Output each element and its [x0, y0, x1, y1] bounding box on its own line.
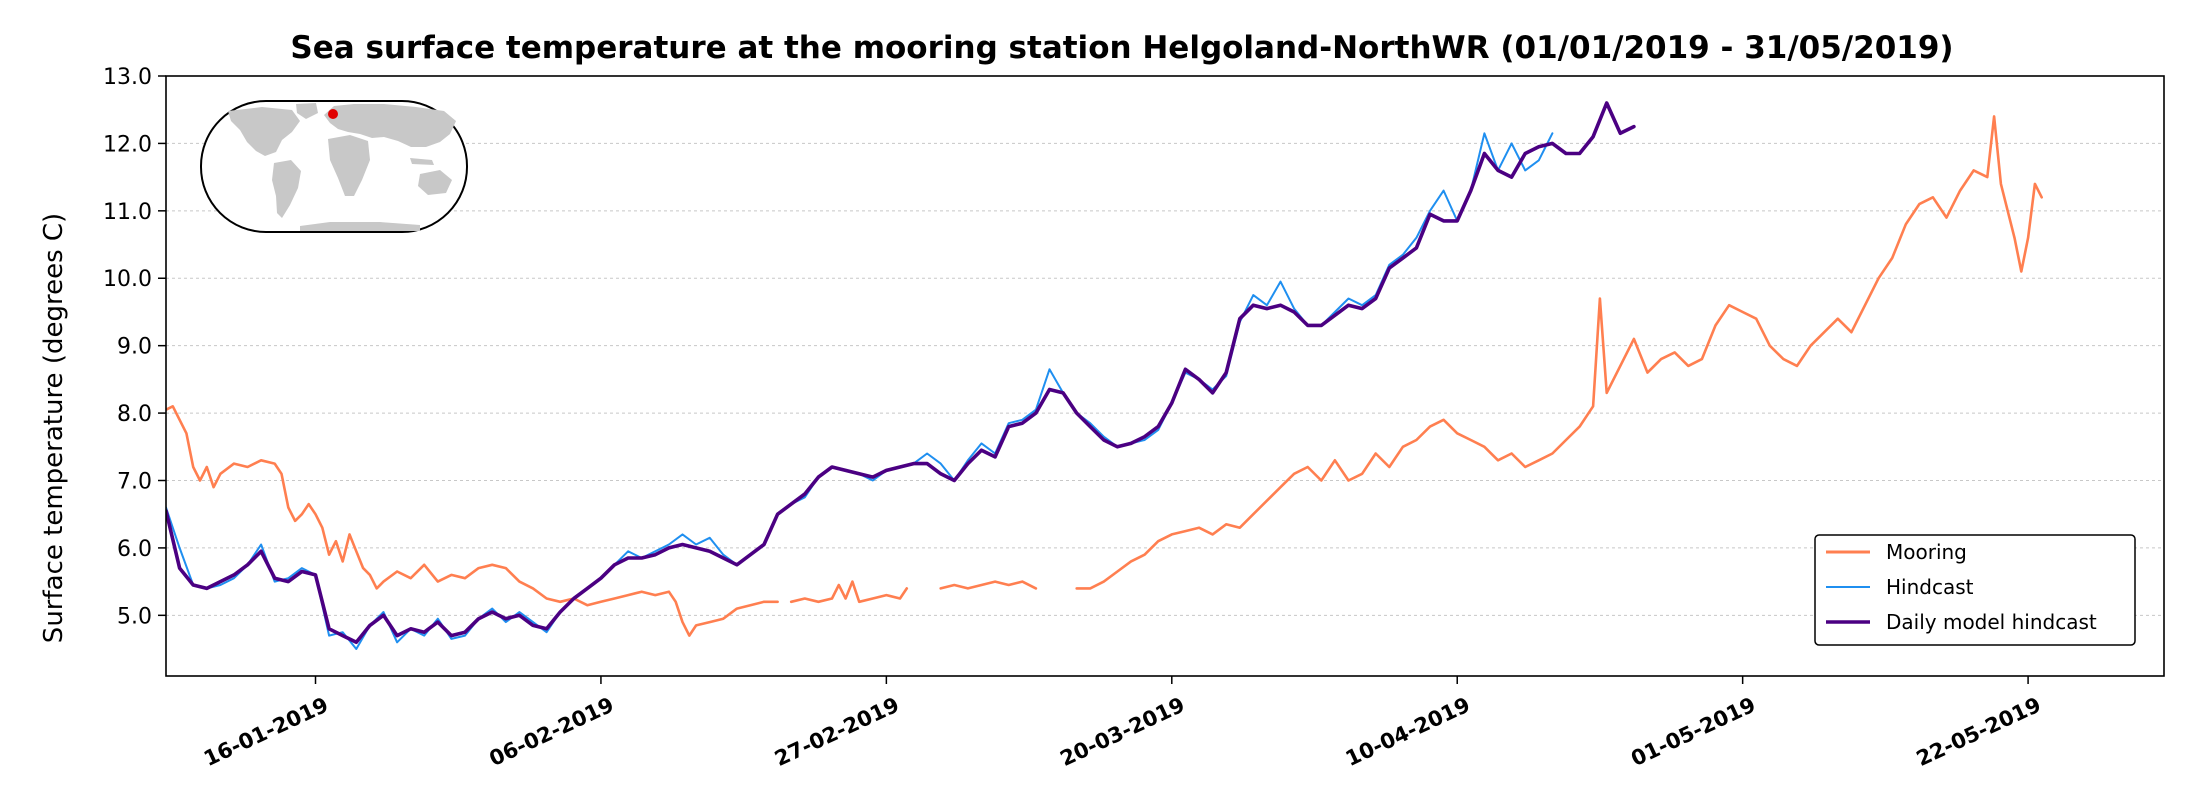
map-land-south-america	[272, 160, 301, 218]
y-tick-label: 7.0	[117, 469, 152, 494]
legend: Mooring Hindcast Daily model hindcast	[1814, 534, 2136, 646]
series-line-mooring	[939, 580, 1038, 590]
legend-label-mooring: Mooring	[1886, 540, 1967, 564]
x-tick-label: 10-04-2019	[1342, 693, 1474, 772]
y-tick-label: 8.0	[117, 402, 152, 427]
legend-label-hindcast: Hindcast	[1886, 575, 1974, 599]
x-tick-label: 20-03-2019	[1056, 693, 1188, 772]
chart-title: Sea surface temperature at the mooring s…	[290, 30, 1953, 66]
x-axis: 16-01-2019 06-02-2019 27-02-2019 20-03-2019…	[200, 676, 2045, 772]
y-axis: 5.0 6.0 7.0 8.0 9.0 10.0 11.0 12.0 13.0	[103, 65, 166, 629]
y-tick-label: 13.0	[103, 65, 152, 90]
y-tick-label: 5.0	[117, 604, 152, 629]
series-line-mooring	[1075, 115, 2043, 590]
y-tick-label: 11.0	[103, 200, 152, 225]
series-line-mooring	[789, 580, 909, 604]
map-land-antarctica	[300, 222, 420, 231]
x-tick-label: 01-05-2019	[1627, 693, 1759, 772]
map-land-north-america	[228, 107, 300, 156]
series-layer	[166, 101, 2043, 650]
map-land-greenland	[296, 103, 318, 119]
map-land-europe-asia	[324, 104, 456, 147]
y-axis-label: Surface temperature (degrees C)	[39, 213, 69, 643]
legend-label-daily-model-hindcast: Daily model hindcast	[1886, 610, 2097, 634]
series-line-daily-model-hindcast	[166, 101, 1636, 645]
map-land-indonesia	[410, 158, 434, 165]
x-tick-label: 16-01-2019	[200, 693, 332, 772]
y-tick-label: 9.0	[117, 335, 152, 360]
x-tick-label: 22-05-2019	[1913, 693, 2045, 772]
map-land-africa	[328, 135, 370, 196]
station-marker	[328, 109, 338, 119]
inset-map	[200, 100, 468, 233]
y-tick-label: 10.0	[103, 267, 152, 292]
x-tick-label: 27-02-2019	[771, 693, 903, 772]
series-line-mooring	[166, 405, 779, 637]
x-tick-label: 06-02-2019	[486, 693, 618, 772]
map-land-australia	[418, 170, 452, 195]
y-tick-label: 12.0	[103, 132, 152, 157]
y-tick-label: 6.0	[117, 537, 152, 562]
plot-frame	[165, 75, 2165, 677]
legend-box	[1814, 534, 2136, 646]
